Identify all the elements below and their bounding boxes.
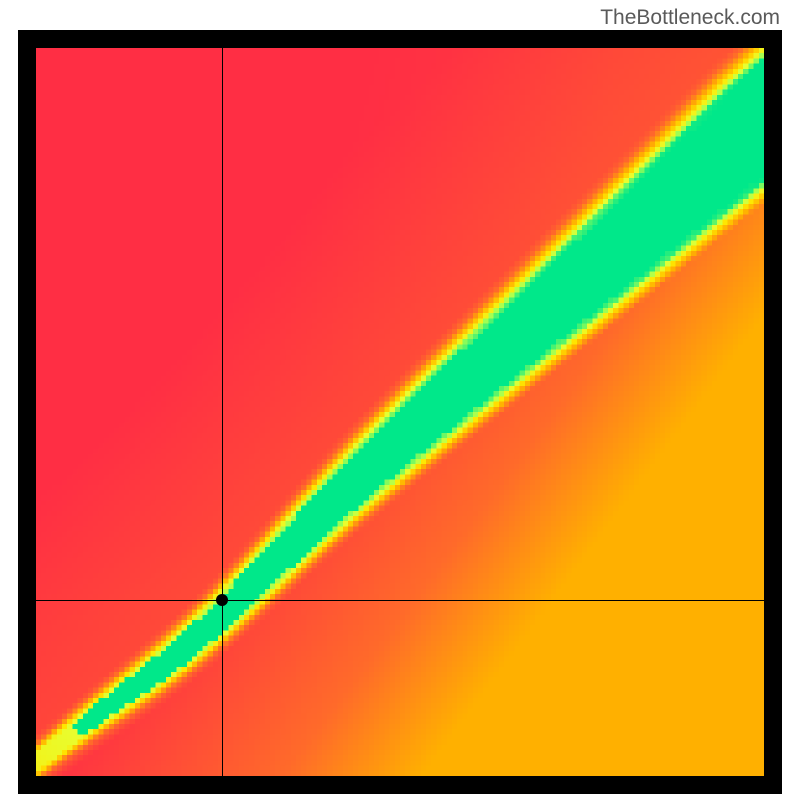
crosshair-horizontal xyxy=(36,600,764,601)
crosshair-marker xyxy=(216,594,228,606)
figure-container: TheBottleneck.com xyxy=(0,0,800,800)
outer-frame xyxy=(18,30,782,794)
heatmap-canvas xyxy=(36,48,764,776)
plot-area xyxy=(36,48,764,776)
crosshair-vertical xyxy=(222,48,223,776)
attribution-text: TheBottleneck.com xyxy=(600,6,780,30)
